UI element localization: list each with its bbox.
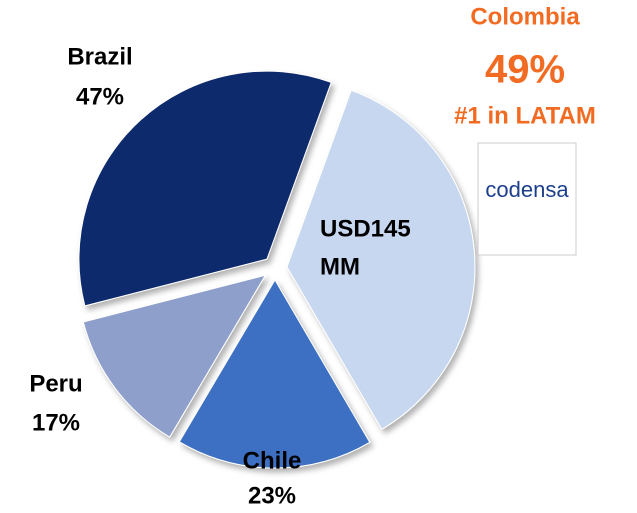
pie-slice	[78, 70, 332, 307]
slice-label: Brazil	[67, 43, 132, 70]
pie-slice	[178, 279, 371, 469]
logo-text: codensa	[485, 177, 569, 202]
pie	[78, 70, 476, 469]
annotation: MM	[320, 253, 360, 280]
pie-slice	[286, 89, 476, 430]
value-label: 23%	[248, 482, 296, 509]
slice-label: Peru	[29, 370, 82, 397]
value-label: 17%	[32, 409, 80, 436]
annotation: USD145	[320, 215, 411, 242]
value-label: 49%	[485, 48, 565, 92]
slice-label: Chile	[243, 447, 302, 474]
annotation: #1 in LATAM	[454, 102, 596, 129]
value-label: 47%	[76, 83, 124, 110]
pie-slice	[82, 274, 267, 438]
logo-box	[477, 142, 577, 256]
slice-label: Colombia	[470, 3, 580, 30]
